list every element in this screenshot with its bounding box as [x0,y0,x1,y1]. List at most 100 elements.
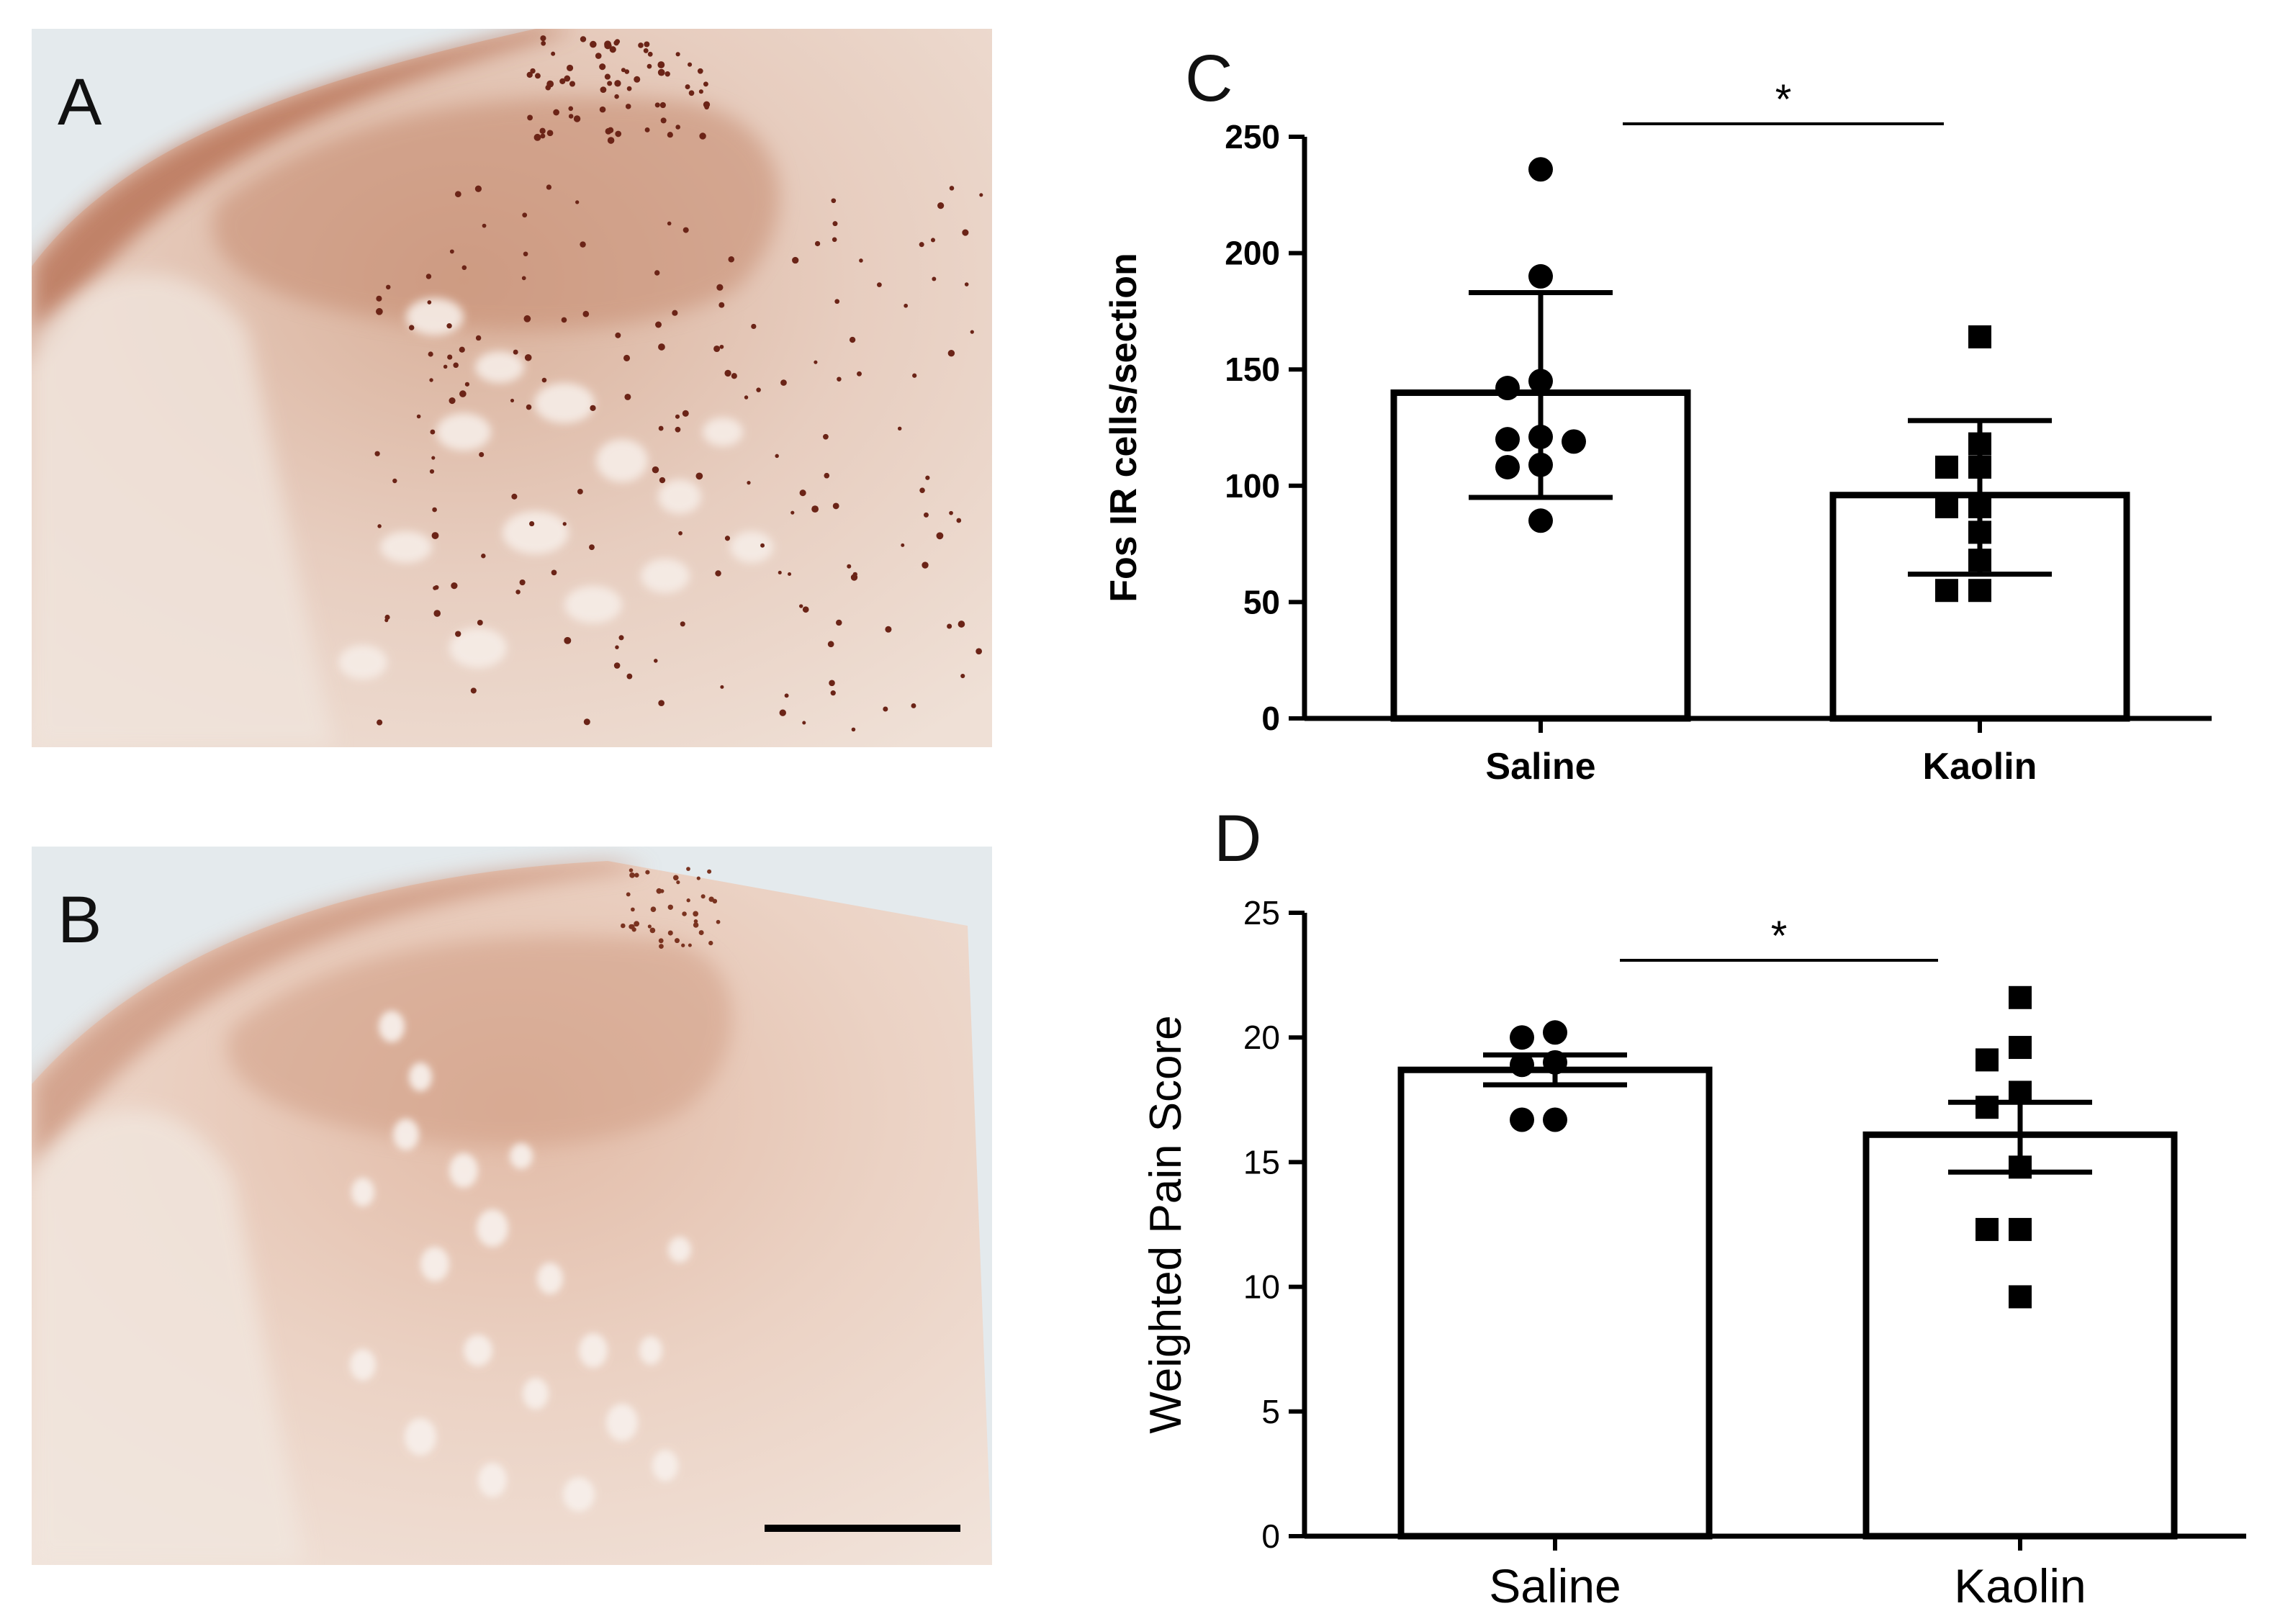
stained-nucleus [600,86,607,94]
stained-nucleus [582,310,590,317]
stained-nucleus [634,76,641,83]
stained-nucleus [799,490,806,497]
stained-nucleus [599,63,606,71]
stained-nucleus [451,582,458,590]
stained-nucleus [712,898,718,904]
x-tick-label: Saline [1485,746,1595,788]
data-point [1495,454,1520,479]
stained-nucleus [947,623,952,629]
stained-nucleus [698,89,703,94]
stained-nucleus [720,685,724,689]
stained-nucleus [778,570,782,574]
y-axis-label: Fos IR cells/section [1103,253,1145,603]
stained-nucleus [937,202,945,209]
stained-nucleus [675,414,680,419]
stained-nucleus [464,382,470,387]
micrograph-a-image [32,29,992,747]
stained-nucleus [454,191,461,198]
panel-label-b: B [58,883,102,957]
stained-nucleus [599,106,606,113]
stained-nucleus [392,478,397,484]
stained-nucleus [829,680,835,687]
stained-nucleus [667,221,672,226]
panel-label-a: A [58,66,102,139]
panel-label-d: D [1214,802,1261,875]
stained-nucleus [652,466,659,474]
data-point [1543,1107,1567,1132]
stained-nucleus [568,114,574,119]
y-tick-label: 20 [1243,1019,1280,1056]
data-point [1495,427,1520,452]
stained-nucleus [474,185,482,192]
stained-nucleus [659,944,664,949]
stained-nucleus [511,493,518,500]
stained-nucleus [823,433,829,440]
stained-nucleus [644,41,650,48]
stained-nucleus [604,73,611,80]
stained-nucleus [654,102,660,108]
stained-nucleus [799,604,803,608]
stained-nucleus [716,284,724,291]
stained-nucleus [376,295,382,302]
stained-nucleus [716,919,721,924]
y-tick-label: 0 [1261,700,1280,737]
y-tick-label: 25 [1243,894,1280,931]
stained-nucleus [851,727,856,732]
stained-nucleus [775,454,779,459]
stained-nucleus [590,405,596,412]
stained-nucleus [564,75,571,82]
stained-nucleus [559,78,566,84]
stained-nucleus [527,114,533,121]
stained-nucleus [580,241,586,248]
stained-nucleus [790,510,795,515]
stained-nucleus [682,410,689,417]
stained-nucleus [949,186,955,191]
stained-nucleus [482,223,487,228]
stained-nucleus [577,488,583,495]
stained-nucleus [645,870,650,875]
y-tick-label: 200 [1225,235,1280,272]
stained-nucleus [964,282,969,287]
data-point [1976,1048,1999,1072]
stained-nucleus [634,923,638,927]
stained-nucleus [534,73,541,79]
data-point [1528,263,1553,289]
stained-nucleus [621,923,626,929]
stained-nucleus [650,906,657,912]
stained-nucleus [836,619,842,626]
data-point [1510,1107,1534,1132]
stained-nucleus [802,606,809,613]
stained-nucleus [540,35,546,42]
stained-nucleus [613,662,621,669]
scale-bar [765,1525,960,1532]
stained-nucleus [455,631,461,637]
stained-nucleus [659,477,666,484]
stained-nucleus [688,943,692,947]
stained-nucleus [443,364,448,369]
stained-nucleus [524,353,532,361]
stained-nucleus [718,302,725,308]
y-tick-label: 150 [1225,351,1280,388]
stained-nucleus [470,687,477,694]
stained-nucleus [962,229,969,236]
stained-nucleus [675,426,681,433]
y-tick-label: 15 [1243,1143,1280,1181]
stained-nucleus [453,362,459,369]
stained-nucleus [751,323,757,330]
data-point [1528,157,1553,182]
stained-nucleus [693,919,698,924]
stained-nucleus [728,256,735,263]
stained-nucleus [936,532,944,540]
stained-nucleus [595,53,602,59]
stained-nucleus [911,703,916,708]
stained-nucleus [700,894,706,899]
stained-nucleus [675,52,680,57]
stained-nucleus [698,930,704,936]
stained-nucleus [522,212,528,218]
stained-nucleus [449,249,454,254]
stained-nucleus [672,875,679,881]
stained-nucleus [545,84,551,91]
stained-nucleus [885,626,892,633]
stained-nucleus [459,346,465,353]
data-point [1562,429,1586,454]
